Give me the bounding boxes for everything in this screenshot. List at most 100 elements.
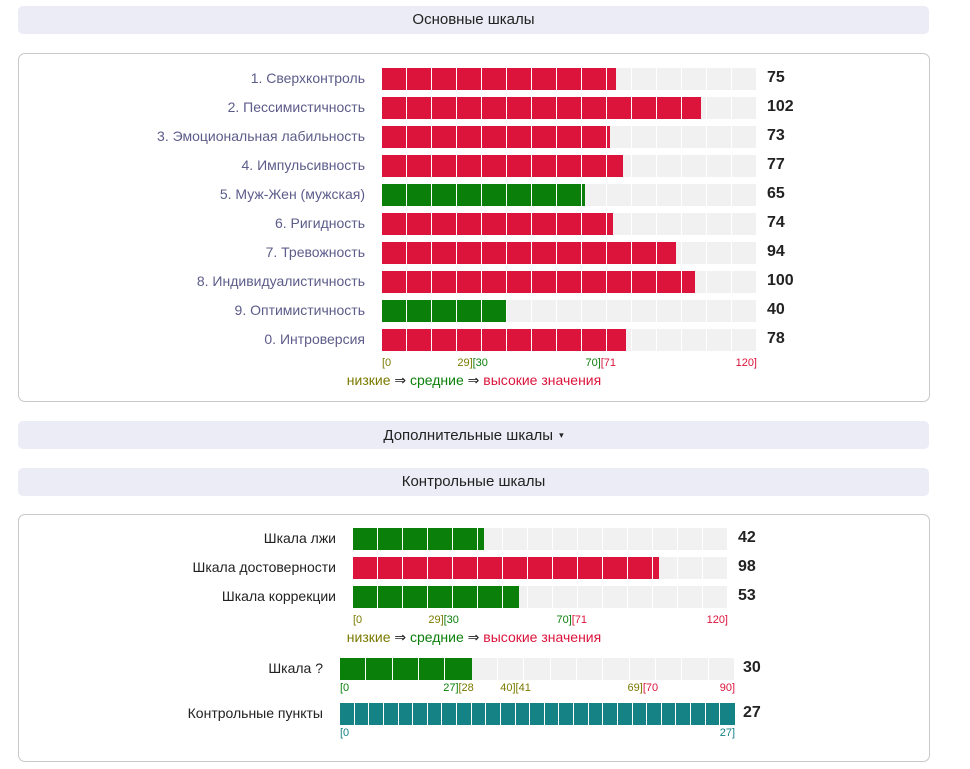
- control-points-bar-fill-segment: [427, 703, 443, 725]
- control-scale-axis-tick: 120]: [706, 614, 728, 626]
- control-scale-bar: [353, 528, 728, 550]
- main-scale-bar-fill-segment: [582, 184, 586, 206]
- main-scale-bar-segment: [682, 329, 707, 351]
- main-scale-bar-fill-segment: [482, 68, 507, 90]
- main-scale-bar-fill-segment: [507, 155, 532, 177]
- control-scale-bar-segment: [628, 586, 653, 608]
- main-scale-bar-segment: [582, 300, 607, 322]
- main-scale-bar-fill-segment: [507, 184, 532, 206]
- main-scale-bar: [382, 97, 757, 119]
- question-scale-axis-tick: [28: [458, 682, 474, 694]
- control-legend: низкие ⇒ средние ⇒ высокие значения: [274, 629, 674, 646]
- main-scale-axis-tick: [0: [382, 357, 392, 369]
- main-scale-bar-track: [382, 213, 757, 235]
- main-scale-bar-fill-segment: [582, 271, 607, 293]
- main-scale-axis-tick: [71: [600, 357, 617, 369]
- main-scale-bar-fill-segment: [407, 184, 432, 206]
- control-scale-bar-fill-segment: [478, 528, 485, 550]
- control-scale-bar-track: [353, 557, 728, 579]
- main-scale-bar-fill-segment: [557, 329, 582, 351]
- main-scale-bar-fill-segment: [482, 213, 507, 235]
- control-points-bar-fill-segment: [442, 703, 458, 725]
- control-scale-bar-fill-segment: [403, 557, 428, 579]
- control-points-bar: [340, 703, 735, 725]
- control-scale-bar-segment: [678, 586, 703, 608]
- main-scale-bar-fill-segment: [532, 329, 557, 351]
- control-scale-axis: [0 29] [30 70] [71 120]: [353, 614, 728, 628]
- main-scale-bar-fill-segment: [532, 242, 557, 264]
- main-scale-bar-segment: [732, 300, 757, 322]
- question-scale-label: Шкала ?: [268, 660, 323, 676]
- main-scale-bar: [382, 242, 757, 264]
- question-scale-bar-fill-segment: [445, 658, 472, 680]
- main-scale-bar: [382, 213, 757, 235]
- control-scale-bar-fill-segment: [353, 528, 378, 550]
- main-scale-bar-segment: [657, 184, 682, 206]
- main-scale-bar-fill-segment: [482, 184, 507, 206]
- main-scale-bar-fill-segment: [482, 300, 507, 322]
- control-points-bar-fill-segment: [647, 703, 662, 725]
- control-scale-bar-fill-segment: [603, 557, 628, 579]
- control-scale-bar-segment: [603, 528, 628, 550]
- control-scale-bar-segment: [603, 586, 628, 608]
- control-legend-arrow2: ⇒: [463, 629, 484, 645]
- control-points-bar-fill-segment: [705, 703, 721, 725]
- control-scale-label: Шкала достоверности: [192, 559, 337, 575]
- main-scale-bar-fill-segment: [407, 213, 432, 235]
- main-scale-bar-segment: [632, 213, 657, 235]
- control-scale-bar-segment: [653, 557, 678, 579]
- section-header-main: Основные шкалы: [18, 6, 929, 34]
- main-scale-bar-segment: [707, 329, 732, 351]
- control-points-bar-fill-segment: [340, 703, 355, 725]
- control-scale-bar-segment: [528, 586, 553, 608]
- main-legend-arrow2: ⇒: [463, 372, 484, 388]
- main-scale-bar-fill-segment: [507, 271, 532, 293]
- main-scale-bar-segment: [657, 213, 682, 235]
- main-scale-bar-fill-segment: [607, 329, 626, 351]
- control-scale-bar-segment: [503, 586, 528, 608]
- main-legend-low: низкие: [346, 372, 391, 388]
- main-scale-bar-segment: [682, 97, 707, 119]
- main-scale-bar-fill-segment: [507, 329, 532, 351]
- main-scale-bar-fill-segment: [557, 213, 582, 235]
- control-scale-bar-fill-segment: [503, 586, 519, 608]
- main-scale-bar-fill-segment: [457, 155, 482, 177]
- control-scales-panel: Шкала лжи 42 Шкала достоверности 98 Шкала ко…: [18, 514, 930, 762]
- main-scale-bar-fill-segment: [432, 184, 457, 206]
- question-scale-axis-tick: 27]: [443, 682, 459, 694]
- main-scale-bar-fill-segment: [557, 184, 582, 206]
- main-scale-bar-segment: [607, 68, 632, 90]
- main-scale-bar-fill-segment: [382, 68, 407, 90]
- main-scale-bar-fill-segment: [532, 68, 557, 90]
- control-scale-bar-segment: [578, 586, 603, 608]
- main-scale-bar-segment: [607, 126, 632, 148]
- main-legend: низкие ⇒ средние ⇒ высокие значения: [274, 372, 674, 389]
- control-points-bar-fill-segment: [617, 703, 633, 725]
- main-scale-label: 8. Индивидуалистичность: [196, 273, 365, 289]
- control-scale-value: 53: [738, 587, 756, 604]
- control-scale-axis-tick: 70]: [556, 614, 572, 626]
- section-header-extra[interactable]: Дополнительные шкалы ▾: [18, 421, 929, 449]
- main-scale-bar-segment: [682, 155, 707, 177]
- control-scale-bar-segment: [503, 528, 528, 550]
- control-scale-axis-tick: [71: [571, 614, 588, 626]
- question-scale-bar-fill-segment: [340, 658, 367, 680]
- main-scale-bar-fill-segment: [482, 242, 507, 264]
- control-scale-axis-tick: [30: [443, 614, 459, 626]
- main-scale-bar-fill-segment: [657, 97, 682, 119]
- control-scale-bar-segment: [703, 557, 728, 579]
- main-scale-bar-fill-segment: [382, 213, 407, 235]
- main-scale-label: 0. Интроверсия: [264, 331, 365, 347]
- main-scale-bar-fill-segment: [482, 97, 507, 119]
- main-scale-bar: [382, 184, 757, 206]
- control-scale-bar-segment: [553, 586, 578, 608]
- main-scale-bar-segment: [682, 300, 707, 322]
- main-scale-bar: [382, 126, 757, 148]
- control-scale-bar-segment: [703, 528, 728, 550]
- control-scale-bar-segment: [653, 586, 678, 608]
- control-scale-label: Шкала коррекции: [221, 588, 336, 604]
- question-scale-bar-fill-segment: [366, 658, 393, 680]
- control-scale-bar-fill-segment: [528, 557, 553, 579]
- main-scale-value: 74: [767, 214, 785, 231]
- control-scale-bar-fill-segment: [453, 557, 478, 579]
